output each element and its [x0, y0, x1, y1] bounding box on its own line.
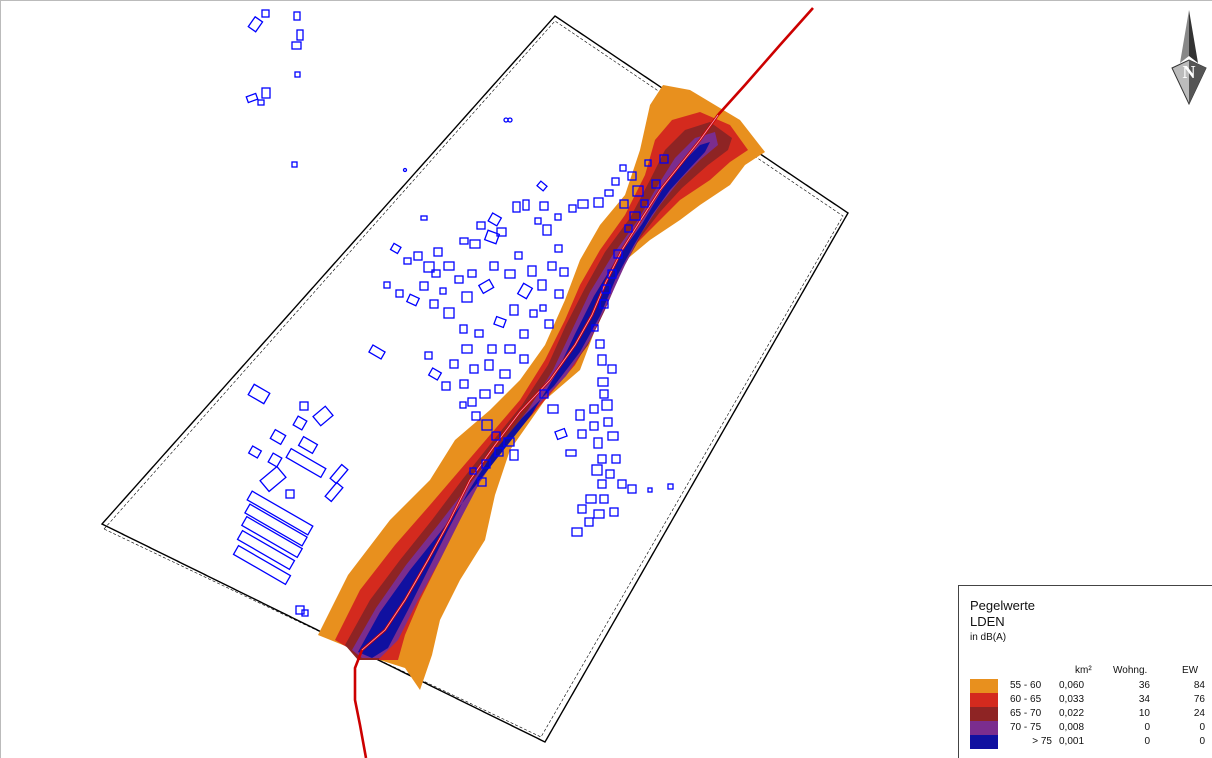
legend-area: 0,001	[1059, 736, 1085, 747]
calculation-area-boundary-hatch	[103, 20, 844, 738]
legend-area: 0,060	[1059, 680, 1085, 691]
legend-range: 65 - 70	[1010, 708, 1042, 719]
legend-range: 55 - 60	[1010, 680, 1042, 691]
north-label: N	[1183, 62, 1196, 82]
legend-swatch	[970, 707, 998, 721]
legend-panel: Pegelwerte LDEN in dB(A) km² Wohng. EW 5…	[958, 585, 1212, 758]
legend-dwellings: 0	[1144, 722, 1150, 733]
legend-title: Pegelwerte	[970, 598, 1036, 613]
legend-range: > 75	[1032, 736, 1052, 747]
legend-dwellings: 36	[1138, 680, 1150, 691]
legend-row: 65 - 70 0,022 10 24	[970, 707, 1212, 721]
legend-row: 70 - 75 0,008 0 0	[970, 721, 1212, 735]
legend-range: 70 - 75	[1010, 722, 1042, 733]
legend-swatch	[970, 721, 998, 735]
legend-residents: 0	[1199, 736, 1205, 747]
legend-col-area: km²	[1075, 665, 1092, 676]
legend-swatch	[970, 679, 998, 693]
legend-unit: in dB(A)	[970, 632, 1007, 643]
legend-col-dwellings: Wohng.	[1113, 665, 1148, 676]
legend-residents: 76	[1193, 694, 1205, 705]
noise-band-70-75	[352, 132, 718, 658]
legend-metric: LDEN	[970, 614, 1005, 629]
building-outlines	[232, 9, 674, 617]
legend-dwellings: 10	[1138, 708, 1150, 719]
legend-residents: 0	[1199, 722, 1205, 733]
legend-col-residents: EW	[1182, 665, 1199, 676]
legend-row: 55 - 60 0,060 36 84	[970, 679, 1212, 693]
legend-residents: 24	[1193, 708, 1205, 719]
legend-dwellings: 34	[1138, 694, 1150, 705]
north-arrow-icon: N	[1171, 10, 1207, 106]
legend-area: 0,008	[1059, 722, 1085, 733]
legend-row: 60 - 65 0,033 34 76	[970, 693, 1212, 707]
legend-dwellings: 0	[1144, 736, 1150, 747]
legend-swatch	[970, 735, 998, 749]
legend-swatch	[970, 693, 998, 707]
legend-area: 0,033	[1059, 694, 1085, 705]
legend-row: > 75 0,001 0 0	[970, 735, 1212, 749]
legend-residents: 84	[1193, 680, 1205, 691]
legend-area: 0,022	[1059, 708, 1085, 719]
legend-range: 60 - 65	[1010, 694, 1042, 705]
road-centerline-inner	[361, 114, 719, 651]
